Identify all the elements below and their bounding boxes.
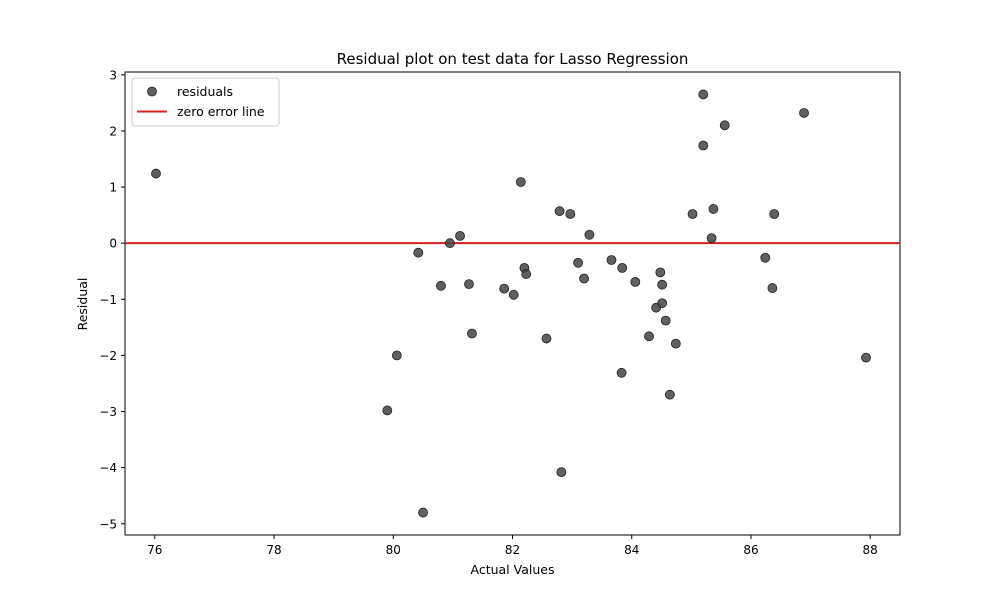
residual-point [556, 467, 567, 478]
residual-point [760, 252, 771, 263]
y-tick-label: −4 [99, 461, 117, 475]
residual-point [706, 233, 717, 244]
residual-point [657, 279, 668, 290]
residual-point [670, 338, 681, 349]
residual-point [445, 238, 455, 249]
x-tick-label: 84 [624, 543, 639, 557]
residual-point [584, 229, 595, 240]
residual-point [698, 89, 709, 100]
legend-frame [131, 77, 280, 127]
residual-point [418, 507, 428, 518]
residual-point [573, 257, 583, 268]
residual-point [655, 267, 666, 278]
y-tick-label: −5 [99, 517, 117, 531]
residual-point [579, 273, 589, 284]
legend-label-zero-error: zero error line [177, 104, 265, 119]
legend-marker-residuals [147, 86, 157, 97]
y-tick-label: 0 [109, 237, 117, 251]
x-tick-label: 80 [386, 543, 401, 557]
x-tick-label: 86 [743, 543, 758, 557]
x-tick-label: 78 [266, 543, 281, 557]
residual-point [644, 331, 654, 342]
residual-point [769, 209, 780, 219]
y-tick-label: −1 [99, 293, 117, 307]
residual-point [521, 269, 532, 279]
chart-title: Residual plot on test data for Lasso Reg… [337, 50, 689, 68]
y-axis-label: Residual [75, 278, 90, 331]
residual-point [382, 405, 393, 416]
y-tick-label: −2 [99, 349, 117, 363]
y-tick-label: 2 [109, 124, 117, 138]
residual-point [606, 255, 617, 265]
plot-area: 76 78 80 82 84 86 88 −5 −4 −3 −2 −1 0 1 2 3 [99, 68, 901, 557]
residual-point [719, 120, 730, 131]
residual-point [617, 262, 628, 273]
residual-point [698, 140, 709, 151]
residual-point [436, 280, 446, 291]
legend-label-residuals: residuals [177, 84, 233, 99]
x-tick-label: 82 [505, 543, 520, 557]
residual-point [515, 177, 526, 187]
residual-point [565, 209, 576, 219]
residual-point [467, 328, 477, 339]
residual-point [767, 283, 778, 293]
residual-point [391, 350, 402, 361]
residual-point [616, 367, 627, 378]
residual-point [657, 298, 668, 309]
residual-point [151, 168, 161, 179]
residual-point [660, 315, 671, 326]
residual-point [508, 289, 519, 300]
residual-point [541, 333, 552, 344]
residual-point [554, 206, 565, 217]
residual-point [413, 247, 424, 258]
residual-point [799, 108, 809, 118]
residual-point [861, 352, 871, 363]
residual-point [708, 204, 719, 214]
y-tick-label: 1 [109, 181, 117, 195]
legend: residuals zero error line [131, 77, 280, 127]
residual-point [630, 276, 641, 287]
residual-point [687, 209, 698, 219]
residual-point [455, 230, 465, 241]
residual-point [464, 279, 474, 290]
y-tick-label: 3 [109, 68, 117, 82]
x-tick-label: 76 [147, 543, 162, 557]
y-tick-label: −3 [99, 405, 117, 419]
x-axis-label: Actual Values [471, 562, 555, 577]
residual-point [664, 389, 675, 400]
residual-point [499, 283, 510, 294]
x-tick-label: 88 [863, 543, 878, 557]
